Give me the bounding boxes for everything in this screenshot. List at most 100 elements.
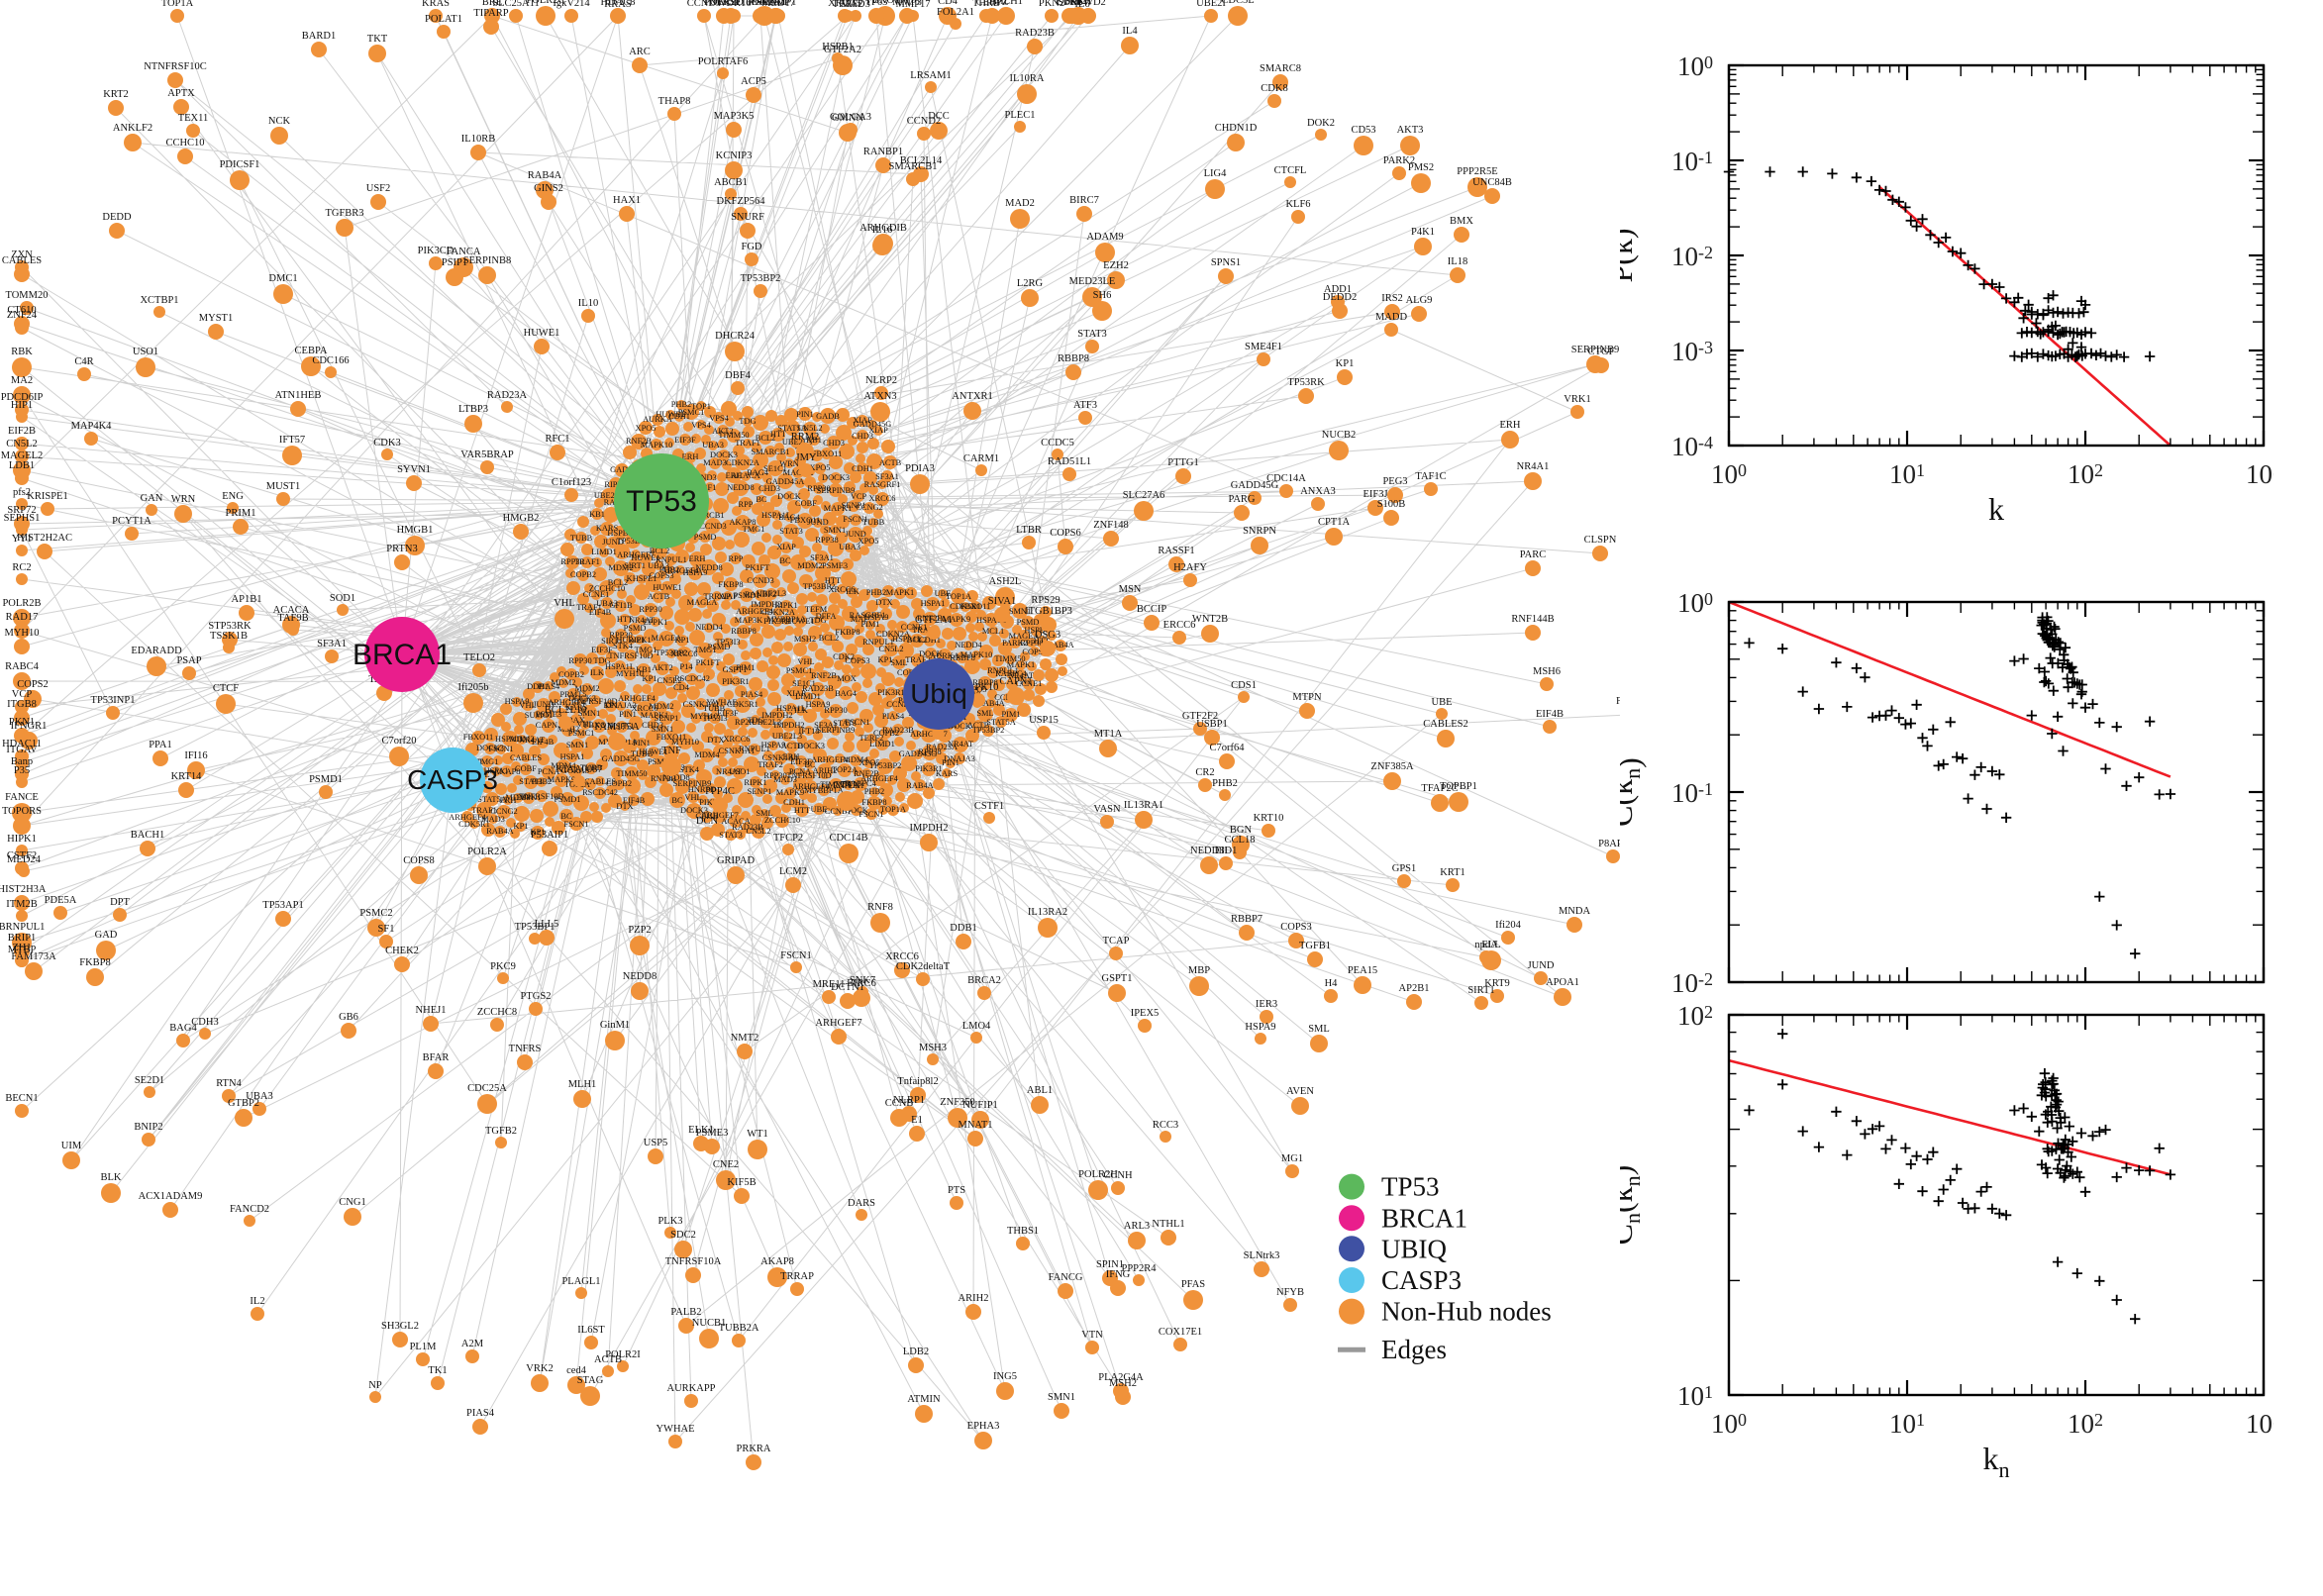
svg-text:SML: SML	[756, 809, 772, 818]
svg-text:SML: SML	[976, 709, 993, 718]
svg-text:NP: NP	[368, 1380, 382, 1391]
svg-text:RPP: RPP	[739, 500, 754, 509]
svg-text:VRK2: VRK2	[526, 1363, 553, 1374]
svg-text:FKBP8: FKBP8	[835, 628, 859, 637]
svg-text:C1orf123: C1orf123	[552, 477, 591, 488]
svg-text:GTF2A1: GTF2A1	[915, 615, 953, 626]
svg-text:VRK1: VRK1	[1564, 394, 1590, 405]
svg-text:SE2D1: SE2D1	[135, 1075, 164, 1086]
svg-text:IL4: IL4	[1122, 26, 1138, 37]
svg-text:PHB2: PHB2	[866, 588, 886, 597]
svg-text:IMPDH2: IMPDH2	[909, 823, 948, 834]
svg-text:E1: E1	[911, 1115, 923, 1126]
svg-text:FSCN1: FSCN1	[563, 820, 588, 829]
svg-text:UBE2L3: UBE2L3	[752, 718, 781, 727]
svg-text:CASP3: CASP3	[1381, 1265, 1462, 1295]
svg-text:EIF4B: EIF4B	[1536, 709, 1564, 720]
svg-text:Ifi205b: Ifi205b	[458, 682, 489, 693]
svg-text:RPP38: RPP38	[815, 536, 838, 545]
svg-text:RBBP8: RBBP8	[1058, 353, 1089, 364]
svg-text:VHL: VHL	[797, 657, 814, 666]
svg-text:EID1: EID1	[1215, 846, 1238, 856]
svg-text:GAN: GAN	[141, 493, 163, 504]
svg-text:KP1: KP1	[1336, 358, 1355, 369]
svg-text:ACTB: ACTB	[594, 1354, 622, 1365]
svg-text:KRT10: KRT10	[1254, 813, 1284, 824]
svg-text:ACTB: ACTB	[879, 458, 902, 467]
svg-text:TGFB1: TGFB1	[1299, 941, 1331, 951]
svg-text:TNFRSF10D: TNFRSF10D	[608, 651, 653, 660]
svg-text:TP53INP1: TP53INP1	[91, 695, 136, 706]
svg-text:THRB: THRB	[972, 0, 1000, 9]
svg-text:MAPK9: MAPK9	[776, 788, 804, 797]
svg-text:H2AFY: H2AFY	[1173, 562, 1207, 573]
svg-text:DEDD2: DEDD2	[1323, 292, 1357, 303]
svg-text:PL1M: PL1M	[410, 1342, 438, 1352]
svg-text:IL10: IL10	[578, 298, 598, 309]
svg-text:BECN1: BECN1	[5, 1093, 38, 1104]
svg-text:POLRTAF6: POLRTAF6	[698, 56, 748, 67]
svg-text:MYH10: MYH10	[690, 712, 718, 721]
svg-text:VAR5BRAP: VAR5BRAP	[460, 449, 514, 460]
svg-text:RBBP7: RBBP7	[1231, 914, 1262, 925]
svg-text:IL10RB: IL10RB	[461, 134, 495, 145]
svg-text:ACACA: ACACA	[273, 605, 310, 616]
svg-text:KIF5B: KIF5B	[727, 1177, 756, 1188]
svg-text:RBK: RBK	[11, 347, 33, 357]
svg-text:PHB2: PHB2	[864, 787, 884, 796]
svg-text:TP53: TP53	[626, 485, 697, 518]
svg-text:ARHGEF7: ARHGEF7	[815, 1018, 861, 1029]
svg-text:TK1: TK1	[428, 1365, 447, 1376]
svg-text:RASGRF1: RASGRF1	[864, 480, 901, 489]
svg-text:AKT2: AKT2	[652, 663, 672, 672]
svg-text:BRCA1: BRCA1	[1381, 1203, 1467, 1233]
svg-text:PSMC2: PSMC2	[359, 908, 392, 919]
svg-text:MAP3K5: MAP3K5	[714, 111, 755, 122]
svg-text:UBA3: UBA3	[702, 441, 724, 449]
svg-text:PLA2G4A: PLA2G4A	[1098, 1372, 1144, 1383]
svg-text:HSPA9: HSPA9	[864, 613, 889, 622]
svg-text:NR4AT: NR4AT	[948, 740, 973, 748]
svg-text:FAM175A: FAM175A	[594, 722, 640, 733]
svg-text:IPEX5: IPEX5	[1131, 1008, 1160, 1019]
svg-text:YWHAE: YWHAE	[656, 1424, 694, 1435]
svg-text:C7orf64: C7orf64	[1210, 743, 1246, 753]
svg-text:KCNIP3: KCNIP3	[716, 150, 753, 161]
svg-text:POLR2A: POLR2A	[467, 847, 507, 857]
svg-text:HMGB2: HMGB2	[503, 513, 540, 524]
svg-text:RC2: RC2	[12, 562, 31, 573]
svg-text:CDH3: CDH3	[191, 1017, 218, 1028]
svg-text:CNG1: CNG1	[339, 1197, 365, 1208]
svg-text:TGFBR3: TGFBR3	[325, 208, 363, 219]
svg-text:RBBP8: RBBP8	[731, 627, 757, 636]
svg-text:CABLES2: CABLES2	[1423, 719, 1468, 730]
svg-text:CD4: CD4	[938, 0, 959, 7]
svg-text:ARHGEF4: ARHGEF4	[811, 755, 850, 764]
svg-text:MDM2: MDM2	[797, 561, 822, 570]
svg-text:DKFZP564: DKFZP564	[716, 196, 765, 207]
svg-text:GRIPAD: GRIPAD	[717, 855, 756, 866]
svg-text:MDM2: MDM2	[551, 678, 575, 687]
svg-text:BAG4: BAG4	[835, 689, 858, 698]
svg-text:EIF2B: EIF2B	[8, 426, 36, 437]
svg-text:CTCFL: CTCFL	[1274, 165, 1307, 176]
svg-text:DTX: DTX	[616, 802, 633, 811]
svg-text:GADB: GADB	[816, 412, 840, 421]
svg-text:ITGAV: ITGAV	[6, 745, 38, 755]
svg-text:RAB4A: RAB4A	[486, 827, 513, 836]
svg-text:NMT2: NMT2	[731, 1033, 759, 1044]
svg-text:POLR2B: POLR2B	[2, 598, 41, 609]
svg-text:PIK3R1: PIK3R1	[763, 617, 790, 626]
svg-text:DARS: DARS	[848, 1198, 875, 1209]
svg-text:PRTN3: PRTN3	[386, 544, 417, 554]
svg-text:IFNGR1: IFNGR1	[11, 721, 48, 732]
svg-text:PHB2: PHB2	[659, 565, 679, 574]
svg-text:ERH: ERH	[1500, 420, 1521, 431]
svg-text:MSH2: MSH2	[794, 635, 816, 644]
svg-text:PEG3: PEG3	[1382, 476, 1407, 487]
svg-text:AKAP8: AKAP8	[760, 1256, 794, 1267]
svg-text:SIRT1: SIRT1	[601, 637, 623, 646]
svg-text:HIP1: HIP1	[11, 400, 33, 411]
svg-text:Non-Hub nodes: Non-Hub nodes	[1381, 1297, 1552, 1327]
svg-text:GINS2: GINS2	[534, 183, 563, 194]
